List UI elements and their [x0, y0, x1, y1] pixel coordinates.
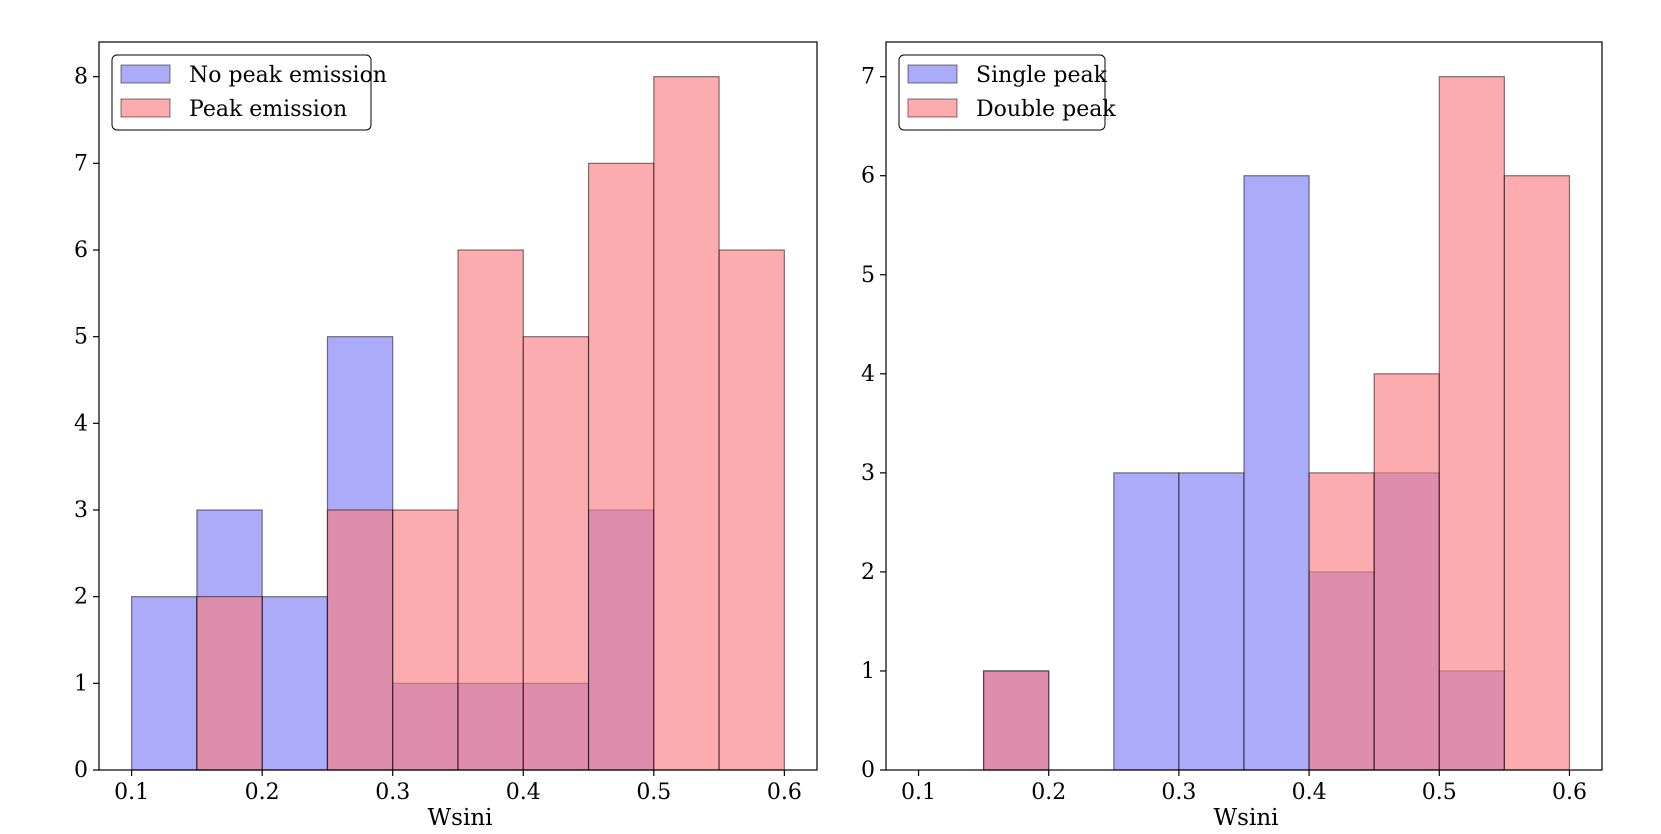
- y-tick-label: 7: [74, 151, 88, 176]
- x-axis-label: Wsini: [428, 805, 493, 831]
- y-tick-label: 5: [861, 263, 875, 288]
- histogram-bar: [1308, 472, 1375, 771]
- y-tick-label: 8: [74, 65, 88, 90]
- histogram-bar: [1243, 175, 1310, 771]
- legend-label: No peak emission: [189, 63, 387, 88]
- legend-label: Double peak: [976, 97, 1116, 122]
- histogram-bar: [392, 509, 459, 771]
- histogram-bar: [587, 162, 655, 771]
- x-tick-label: 0.1: [114, 780, 149, 805]
- y-tick-label: 4: [74, 411, 88, 436]
- legend-swatch: [907, 98, 958, 118]
- histogram-bar: [1503, 175, 1571, 771]
- y-tick-label: 2: [74, 585, 88, 610]
- y-tick-label: 0: [861, 758, 875, 783]
- y-tick-label: 7: [861, 65, 875, 90]
- axes-frame: [98, 41, 818, 771]
- axes-frame: [885, 41, 1603, 771]
- histogram-bar: [983, 670, 1050, 771]
- x-tick-label: 0.3: [1161, 780, 1196, 805]
- histogram-bar: [1438, 76, 1505, 771]
- y-tick-label: 3: [861, 461, 875, 486]
- x-tick-label: 0.2: [245, 780, 280, 805]
- x-tick-label: 0.6: [1552, 780, 1587, 805]
- chart-panel-1: 0.1 0.2 0.3 0.4 0.5 0.6 0 1 2 3 4 5 6 7 8 Wsini No peak …: [74, 41, 818, 831]
- histogram-bar: [653, 76, 720, 771]
- series-double-peak: [983, 76, 1571, 771]
- y-tick-label: 6: [861, 164, 875, 189]
- legend-swatch: [120, 98, 171, 118]
- x-tick-label: 0.5: [1422, 780, 1457, 805]
- y-tick-label: 4: [861, 362, 875, 387]
- y-tick-label: 2: [861, 560, 875, 585]
- legend-box: [111, 54, 372, 131]
- legend-label: Peak emission: [189, 97, 347, 122]
- series-peak-emission: [196, 76, 785, 771]
- x-tick-label: 0.3: [375, 780, 410, 805]
- x-tick-label: 0.2: [1031, 780, 1066, 805]
- histogram-bar: [1373, 373, 1440, 771]
- histogram-bar: [196, 596, 263, 771]
- x-axis-label: Wsini: [1214, 805, 1279, 831]
- y-tick-label: 6: [74, 238, 88, 263]
- histogram-bar: [131, 596, 198, 771]
- legend-swatch: [120, 64, 171, 84]
- histogram-bar: [1113, 472, 1180, 771]
- x-tick-label: 0.4: [506, 780, 541, 805]
- x-tick-label: 0.1: [901, 780, 936, 805]
- y-tick-label: 1: [74, 671, 88, 696]
- y-tick-label: 5: [74, 325, 88, 350]
- legend-swatch: [907, 64, 958, 84]
- legend-label: Single peak: [976, 63, 1108, 88]
- histogram-bar: [457, 249, 524, 771]
- chart-panel-2: 0.1 0.2 0.3 0.4 0.5 0.6 0 1 2 3 4 5 6 7 Wsini Single pe…: [861, 41, 1603, 831]
- y-tick-label: 1: [861, 659, 875, 684]
- y-tick-label: 0: [74, 758, 88, 783]
- x-tick-label: 0.4: [1292, 780, 1327, 805]
- x-tick-label: 0.5: [636, 780, 671, 805]
- legend: No peak emission Peak emission: [111, 54, 387, 131]
- histogram-bar: [1178, 472, 1245, 771]
- x-tick-label: 0.6: [767, 780, 802, 805]
- histogram-bar: [326, 509, 394, 771]
- histogram-bar: [522, 336, 590, 771]
- histogram-bar: [718, 249, 785, 771]
- legend: Single peak Double peak: [898, 54, 1116, 131]
- histogram-bar: [261, 596, 329, 771]
- y-tick-label: 3: [74, 498, 88, 523]
